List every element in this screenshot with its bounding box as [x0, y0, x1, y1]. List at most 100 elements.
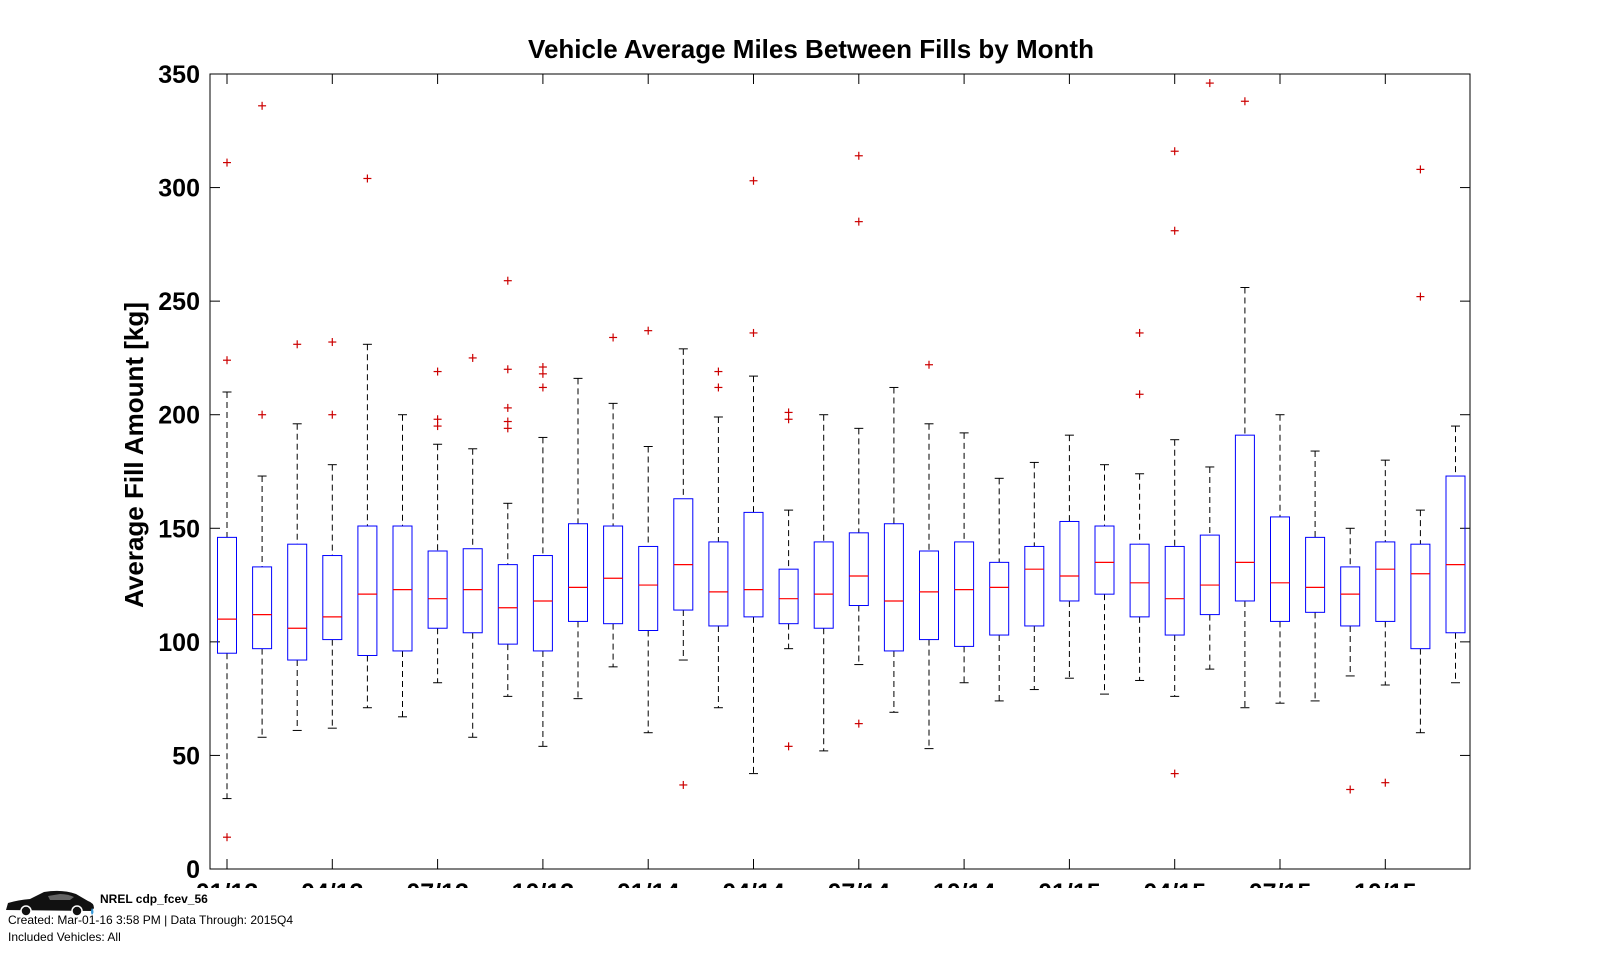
box-iqr — [322, 555, 343, 641]
outlier-marker — [1416, 292, 1425, 301]
box-03/15 — [1129, 328, 1150, 681]
box-iqr — [708, 541, 729, 627]
chart-title: Vehicle Average Miles Between Fills by M… — [528, 34, 1094, 64]
outlier-marker — [503, 365, 512, 374]
box-10/13 — [532, 363, 553, 747]
box-12/13 — [603, 333, 624, 668]
x-tick-label: 01/13 — [196, 879, 259, 888]
outlier-marker — [609, 333, 618, 342]
x-tick-label: 01/14 — [617, 879, 680, 888]
plot-area-frame — [209, 73, 1471, 870]
box-04/13 — [322, 338, 343, 729]
box-09/15 — [1340, 527, 1361, 794]
box-12/14 — [1024, 461, 1045, 691]
box-09/14 — [919, 360, 939, 750]
outlier-marker — [749, 328, 758, 337]
box-iqr — [1410, 543, 1431, 650]
outlier-marker — [1170, 769, 1179, 778]
box-iqr — [1445, 475, 1466, 634]
box-iqr — [813, 541, 834, 629]
box-05/15 — [1199, 79, 1220, 670]
box-01/15 — [1059, 434, 1080, 679]
outlier-marker — [714, 367, 723, 376]
outlier-marker — [293, 340, 302, 349]
box-07/15 — [1270, 414, 1290, 704]
outlier-marker — [433, 415, 442, 424]
box-iqr — [1340, 566, 1361, 627]
box-iqr — [427, 550, 448, 629]
outlier-marker — [433, 422, 442, 431]
outlier-marker — [854, 217, 863, 226]
box-03/13 — [287, 340, 308, 731]
outlier-marker — [328, 410, 337, 419]
y-tick-label: 350 — [158, 61, 200, 89]
outlier-marker — [714, 383, 723, 392]
outlier-marker — [784, 742, 793, 751]
box-iqr — [1270, 516, 1290, 622]
box-08/13 — [462, 353, 483, 738]
box-iqr — [919, 550, 939, 641]
outlier-marker — [1205, 79, 1214, 88]
box-07/13 — [427, 367, 448, 684]
outlier-marker — [468, 353, 477, 362]
box-11/14 — [989, 477, 1010, 702]
y-tick-label: 300 — [158, 175, 200, 203]
outlier-marker — [363, 174, 372, 183]
x-tick-label: 04/13 — [301, 879, 364, 888]
box-iqr — [673, 498, 694, 611]
outlier-marker — [644, 326, 653, 335]
box-iqr — [217, 536, 237, 654]
box-07/14 — [848, 151, 869, 728]
x-tick-label: 01/15 — [1038, 879, 1101, 888]
box-06/13 — [392, 414, 413, 718]
outlier-marker — [1135, 328, 1144, 337]
box-iqr — [743, 511, 764, 618]
box-09/13 — [497, 276, 518, 697]
axes: 0 50 100 150 200 250 300 350 01/13 04/13 07/13 10/1… — [158, 61, 1470, 888]
box-05/14 — [778, 408, 799, 751]
y-tick-label: 150 — [158, 515, 200, 543]
box-iqr — [497, 564, 518, 645]
outlier-marker — [503, 424, 512, 433]
footer-vehicles: Included Vehicles: All — [8, 930, 121, 944]
box-iqr — [1129, 543, 1150, 618]
box-iqr — [568, 523, 588, 622]
box-iqr — [532, 555, 553, 652]
box-iqr — [989, 561, 1010, 636]
footer-created: Created: Mar-01-16 3:58 PM | Data Throug… — [8, 913, 294, 927]
outlier-marker — [538, 369, 547, 378]
box-iqr — [252, 566, 273, 650]
x-tick-label: 10/14 — [933, 879, 996, 888]
outlier-marker — [1170, 226, 1179, 235]
box-iqr — [1094, 525, 1115, 595]
box-03/14 — [708, 367, 729, 709]
y-tick-label: 100 — [158, 629, 200, 657]
outlier-marker — [258, 101, 267, 110]
outlier-marker — [1346, 785, 1355, 794]
outlier-marker — [1416, 165, 1425, 174]
x-tick-label: 07/14 — [828, 879, 891, 888]
x-tick-label: 07/13 — [406, 879, 469, 888]
box-iqr — [1234, 434, 1255, 602]
x-tick-label: 04/14 — [722, 879, 785, 888]
box-iqr — [1199, 534, 1220, 616]
outlier-marker — [503, 276, 512, 285]
box-iqr — [848, 532, 869, 607]
outlier-marker — [925, 360, 933, 369]
box-iqr — [638, 545, 659, 632]
box-11/13 — [568, 377, 588, 700]
outlier-marker — [1240, 97, 1249, 106]
outlier-marker — [223, 833, 231, 842]
box-02/14 — [673, 348, 694, 789]
box-08/14 — [883, 386, 904, 713]
outlier-marker — [538, 383, 547, 392]
box-11/15 — [1410, 165, 1431, 734]
outlier-marker — [538, 363, 547, 372]
outlier-marker — [679, 780, 688, 789]
box-02/15 — [1094, 464, 1115, 695]
x-tick-label: 10/15 — [1354, 879, 1417, 888]
box-10/15 — [1375, 459, 1396, 787]
box-05/13 — [357, 174, 378, 709]
box-iqr — [1059, 520, 1080, 602]
outlier-marker — [433, 367, 442, 376]
